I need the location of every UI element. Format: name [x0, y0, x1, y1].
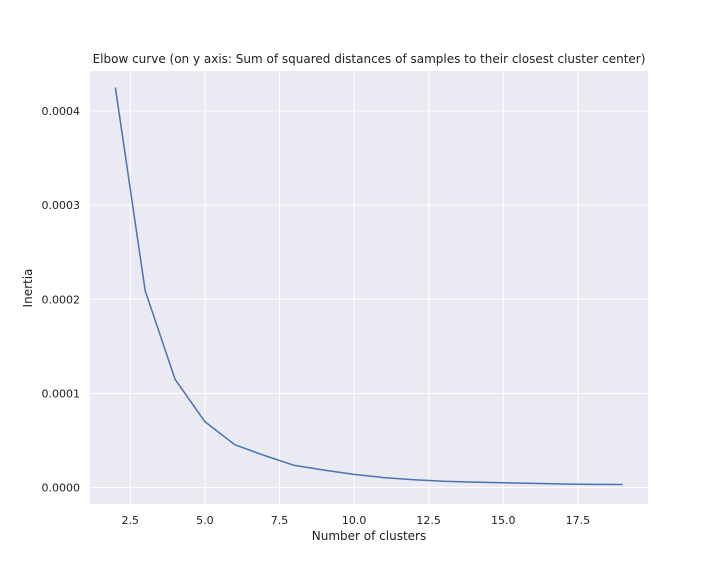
x-tick-label: 17.5 [566, 514, 591, 527]
x-axis-label: Number of clusters [312, 529, 426, 543]
x-tick-label: 12.5 [416, 514, 441, 527]
x-axis-tick-labels: 2.5 5.0 7.5 10.0 12.5 15.0 17.5 [122, 514, 591, 527]
y-tick-label: 0.0000 [42, 482, 81, 495]
chart-title: Elbow curve (on y axis: Sum of squared d… [93, 52, 646, 66]
series-line [114, 87, 623, 486]
y-axis-label: Inertia [21, 269, 35, 308]
grid-lines [90, 71, 648, 504]
y-tick-label: 0.0001 [42, 387, 81, 400]
x-tick-label: 5.0 [196, 514, 214, 527]
y-tick-label: 0.0002 [42, 293, 81, 306]
y-tick-label: 0.0004 [42, 105, 81, 118]
plot-area-background [90, 71, 648, 504]
series-layer [114, 87, 623, 486]
x-tick-label: 7.5 [271, 514, 289, 527]
y-axis-tick-labels: 0.0000 0.0001 0.0002 0.0003 0.0004 [42, 105, 81, 495]
y-tick-label: 0.0003 [42, 199, 81, 212]
x-tick-label: 15.0 [491, 514, 516, 527]
x-tick-label: 2.5 [122, 514, 140, 527]
x-tick-label: 10.0 [342, 514, 367, 527]
